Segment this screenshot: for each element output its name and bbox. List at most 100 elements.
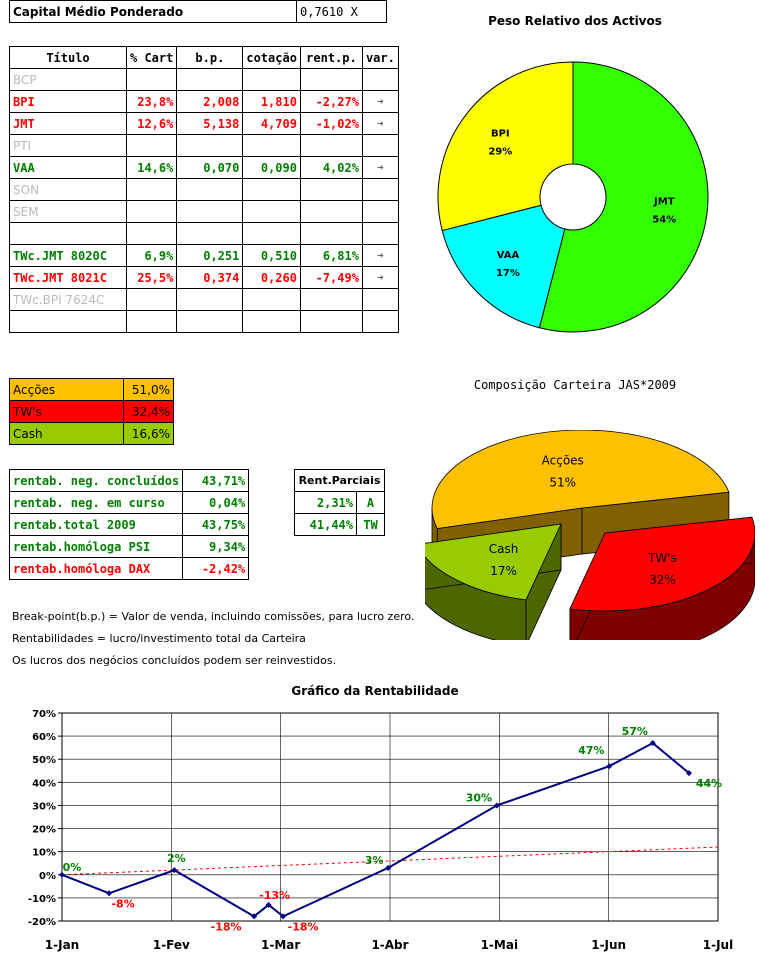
asset-cart: 14,6% <box>125 156 178 179</box>
asset-cotacao <box>242 222 301 245</box>
asset-bp <box>176 178 244 201</box>
asset-bp <box>176 310 244 333</box>
data-point <box>251 913 258 920</box>
returns-row: rentab. neg. concluídos 43,71% <box>8 469 250 492</box>
capital-unit: X <box>350 4 358 19</box>
returns-value: -2,42% <box>182 557 250 580</box>
asset-cart: 6,9% <box>125 244 178 267</box>
data-label: 57% <box>622 725 648 738</box>
asset-bp: 0,070 <box>176 156 244 179</box>
asset-name: TWc.JMT 8020C <box>9 244 127 267</box>
asset-var-icon: ➔ <box>361 244 399 267</box>
y-tick-label: 20% <box>32 825 56 836</box>
data-label: 30% <box>466 791 492 804</box>
partials-tag: A <box>356 491 385 514</box>
asset-rent <box>299 288 363 311</box>
header-cart: % Cart <box>125 46 178 69</box>
note-rent: Rentabilidades = lucro/investimento tota… <box>12 632 306 645</box>
asset-cart: 25,5% <box>125 266 178 289</box>
notes: Break-point(b.p.) = Valor de venda, incl… <box>12 606 414 672</box>
asset-rent: 6,81% <box>299 244 363 267</box>
y-tick-label: 10% <box>32 848 56 859</box>
data-label: 2% <box>167 852 186 865</box>
doughnut-label: VAA <box>497 250 520 261</box>
y-tick-label: 30% <box>32 801 56 812</box>
x-tick-label: 1-Jun <box>591 938 626 952</box>
header-rent: rent.p. <box>299 46 363 69</box>
asset-name <box>9 222 127 245</box>
assets-header-row: Título % Cart b.p. cotação rent.p. var. <box>9 46 399 69</box>
returns-label: rentab. neg. concluídos <box>8 469 184 492</box>
asset-cotacao: 4,709 <box>242 112 301 135</box>
data-point <box>686 770 693 777</box>
asset-rent <box>299 178 363 201</box>
asset-var-icon: ➔ <box>361 112 399 135</box>
asset-cart <box>125 222 178 245</box>
asset-name: SON <box>9 178 127 201</box>
returns-label: rentab.total 2009 <box>8 513 184 536</box>
data-label: 44% <box>696 777 722 790</box>
data-label: 0% <box>63 861 82 874</box>
asset-cotacao: 1,810 <box>242 90 301 113</box>
header-titulo: Título <box>9 46 127 69</box>
asset-name: VAA <box>9 156 127 179</box>
asset-bp <box>176 222 244 245</box>
returns-label: rentab.homóloga DAX <box>8 557 184 580</box>
returns-row: rentab.homóloga DAX -2,42% <box>8 557 250 580</box>
partials-header: Rent.Parciais <box>294 469 385 492</box>
asset-var-icon <box>361 222 399 245</box>
asset-var-icon <box>361 68 399 91</box>
header-cotacao: cotação <box>242 46 301 69</box>
returns-value: 43,71% <box>182 469 250 492</box>
doughnut-slice-vaa <box>441 204 566 329</box>
pie3d-label: Acções <box>542 453 584 467</box>
capital-value-cell: 0,7610 X <box>296 0 387 23</box>
x-tick-label: 1-Abr <box>371 938 408 952</box>
asset-bp: 2,008 <box>176 90 244 113</box>
data-label: -18% <box>211 920 242 933</box>
y-tick-label: -20% <box>28 917 56 928</box>
composition-value: 32,4% <box>123 400 174 423</box>
asset-var-icon <box>361 288 399 311</box>
asset-name: SEM <box>9 200 127 223</box>
x-tick-label: 1-Jul <box>703 938 733 952</box>
asset-bp <box>176 68 244 91</box>
asset-rent <box>299 222 363 245</box>
asset-row: SEM <box>9 200 399 223</box>
asset-var-icon <box>361 200 399 223</box>
composition-value: 51,0% <box>123 378 174 401</box>
data-point <box>265 901 272 908</box>
data-point <box>493 802 500 809</box>
asset-cart <box>125 178 178 201</box>
doughnut-slice-jmt <box>538 61 709 333</box>
asset-bp: 5,138 <box>176 112 244 135</box>
assets-table: Título % Cart b.p. cotação rent.p. var. … <box>9 46 399 333</box>
data-label: -13% <box>259 889 290 902</box>
asset-name <box>9 310 127 333</box>
doughnut-pct: 29% <box>488 147 512 158</box>
returns-value: 43,75% <box>182 513 250 536</box>
asset-row: TWc.JMT 8021C 25,5% 0,374 0,260 -7,49% ➔ <box>9 266 399 289</box>
pie3d-label: TW's <box>647 551 677 565</box>
x-tick-label: 1-Fev <box>153 938 190 952</box>
asset-cotacao <box>242 134 301 157</box>
doughnut-label: BPI <box>491 129 510 140</box>
line-title: Gráfico da Rentabilidade <box>291 684 459 698</box>
asset-row: BCP <box>9 68 399 91</box>
trendline <box>61 846 719 876</box>
asset-rent <box>299 200 363 223</box>
data-point <box>280 913 287 920</box>
asset-row <box>9 310 399 333</box>
asset-row: TWc.BPI 7624C <box>9 288 399 311</box>
composition-row: Cash 16,6% <box>9 422 174 445</box>
asset-name: TWc.JMT 8021C <box>9 266 127 289</box>
data-point <box>649 740 656 747</box>
asset-cart <box>125 134 178 157</box>
partials-value: 2,31% <box>294 491 357 514</box>
capital-value: 0,7610 <box>300 4 344 19</box>
x-tick-label: 1-Mai <box>481 938 518 952</box>
composition-row: Acções 51,0% <box>9 378 174 401</box>
composition-label: Acções <box>9 378 124 401</box>
asset-var-icon: ➔ <box>361 90 399 113</box>
partials-tag: TW <box>356 513 385 536</box>
